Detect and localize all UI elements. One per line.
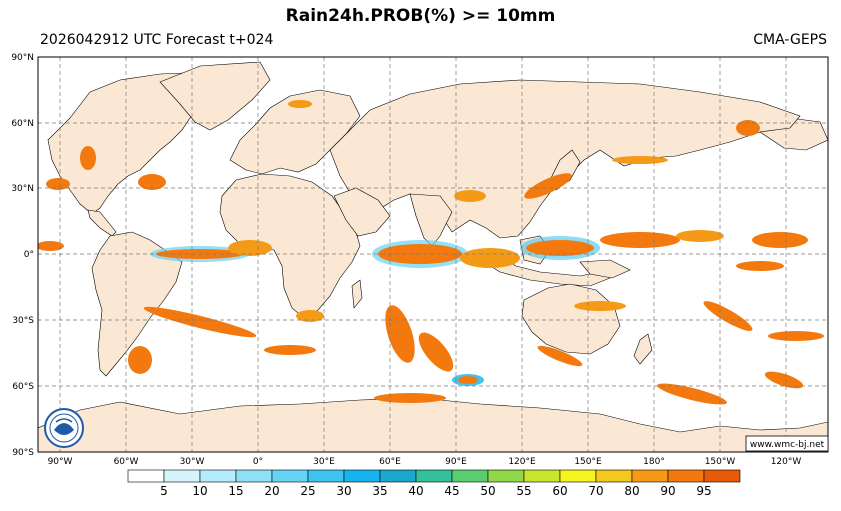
model-name: CMA-GEPS [753,32,827,48]
colorbar-swatch [595,469,633,483]
precip-layer [38,100,824,405]
run-info: 2026042912 UTC Forecast t+024 [40,32,274,48]
colorbar-label: 90 [660,484,675,498]
map-title: Rain24h.PROB(%) >= 10mm [285,6,556,26]
colorbar: 5 10 15 20 25 30 35 40 45 50 55 60 70 80 90 95 [127,469,741,498]
colorbar-label: 5 [160,484,168,498]
colorbar-label: 25 [300,484,315,498]
lon-label: 150°W [705,457,736,467]
lon-label: 180° [643,457,665,467]
arabia [333,187,391,237]
cma-logo-icon [44,408,84,448]
longitude-labels: 90°W 60°W 30°W 0° 30°E 60°E 90°E 120°E 1… [48,457,802,467]
lon-label: 30°E [313,457,335,467]
colorbar-swatch [559,469,597,483]
lat-label: 30°N [11,184,34,194]
lat-label: 90°N [11,53,34,63]
colorbar-swatch [343,469,381,483]
colorbar-swatch [451,469,489,483]
colorbar-swatch [631,469,669,483]
colorbar-label: 45 [444,484,459,498]
colorbar-label: 35 [372,484,387,498]
colorbar-swatch [163,469,201,483]
lat-label: 60°N [11,119,34,129]
colorbar-swatch [667,469,705,483]
colorbar-label: 40 [408,484,423,498]
colorbar-label: 20 [264,484,279,498]
colorbar-label: 50 [480,484,495,498]
colorbar-swatch [523,469,561,483]
new-guinea [579,259,631,279]
colorbar-swatch [235,469,273,483]
lon-label: 120°E [508,457,536,467]
lat-label: 0° [24,250,34,260]
graticule [38,57,828,452]
greenland [159,61,271,131]
map-frame [37,56,829,453]
land-layer [38,61,828,452]
colorbar-label: 30 [336,484,351,498]
colorbar-swatch [271,469,309,483]
new-zealand [633,333,653,365]
lat-label: 60°S [12,382,34,392]
credit-text: www.wmc-bj.net [750,440,825,450]
lon-label: 90°W [48,457,73,467]
colorbar-swatch [307,469,345,483]
lon-label: 60°E [379,457,401,467]
colorbar-swatch [415,469,453,483]
colorbar-swatch [487,469,525,483]
colorbar-swatch [199,469,237,483]
colorbar-label: 15 [228,484,243,498]
colorbar-swatch [703,469,741,483]
lon-label: 120°W [771,457,802,467]
lon-label: 30°W [180,457,205,467]
colorbar-label: 70 [588,484,603,498]
colorbar-label: 10 [192,484,207,498]
lon-label: 60°W [114,457,139,467]
latitude-labels: 90°N 60°N 30°N 0° 30°S 60°S 90°S [11,53,34,458]
colorbar-label: 55 [516,484,531,498]
colorbar-swatch [127,469,165,483]
colorbar-label: 60 [552,484,567,498]
colorbar-swatch [379,469,417,483]
colorbar-label: 95 [696,484,711,498]
lon-label: 0° [253,457,263,467]
europe [229,89,361,175]
lat-label: 90°S [12,448,34,458]
colorbar-label: 80 [624,484,639,498]
lon-label: 90°E [445,457,467,467]
lon-label: 150°E [574,457,602,467]
central-america [87,209,117,237]
antarctica [38,397,828,452]
lat-label: 30°S [12,316,34,326]
madagascar [351,279,363,309]
credit-box: www.wmc-bj.net [745,435,829,452]
